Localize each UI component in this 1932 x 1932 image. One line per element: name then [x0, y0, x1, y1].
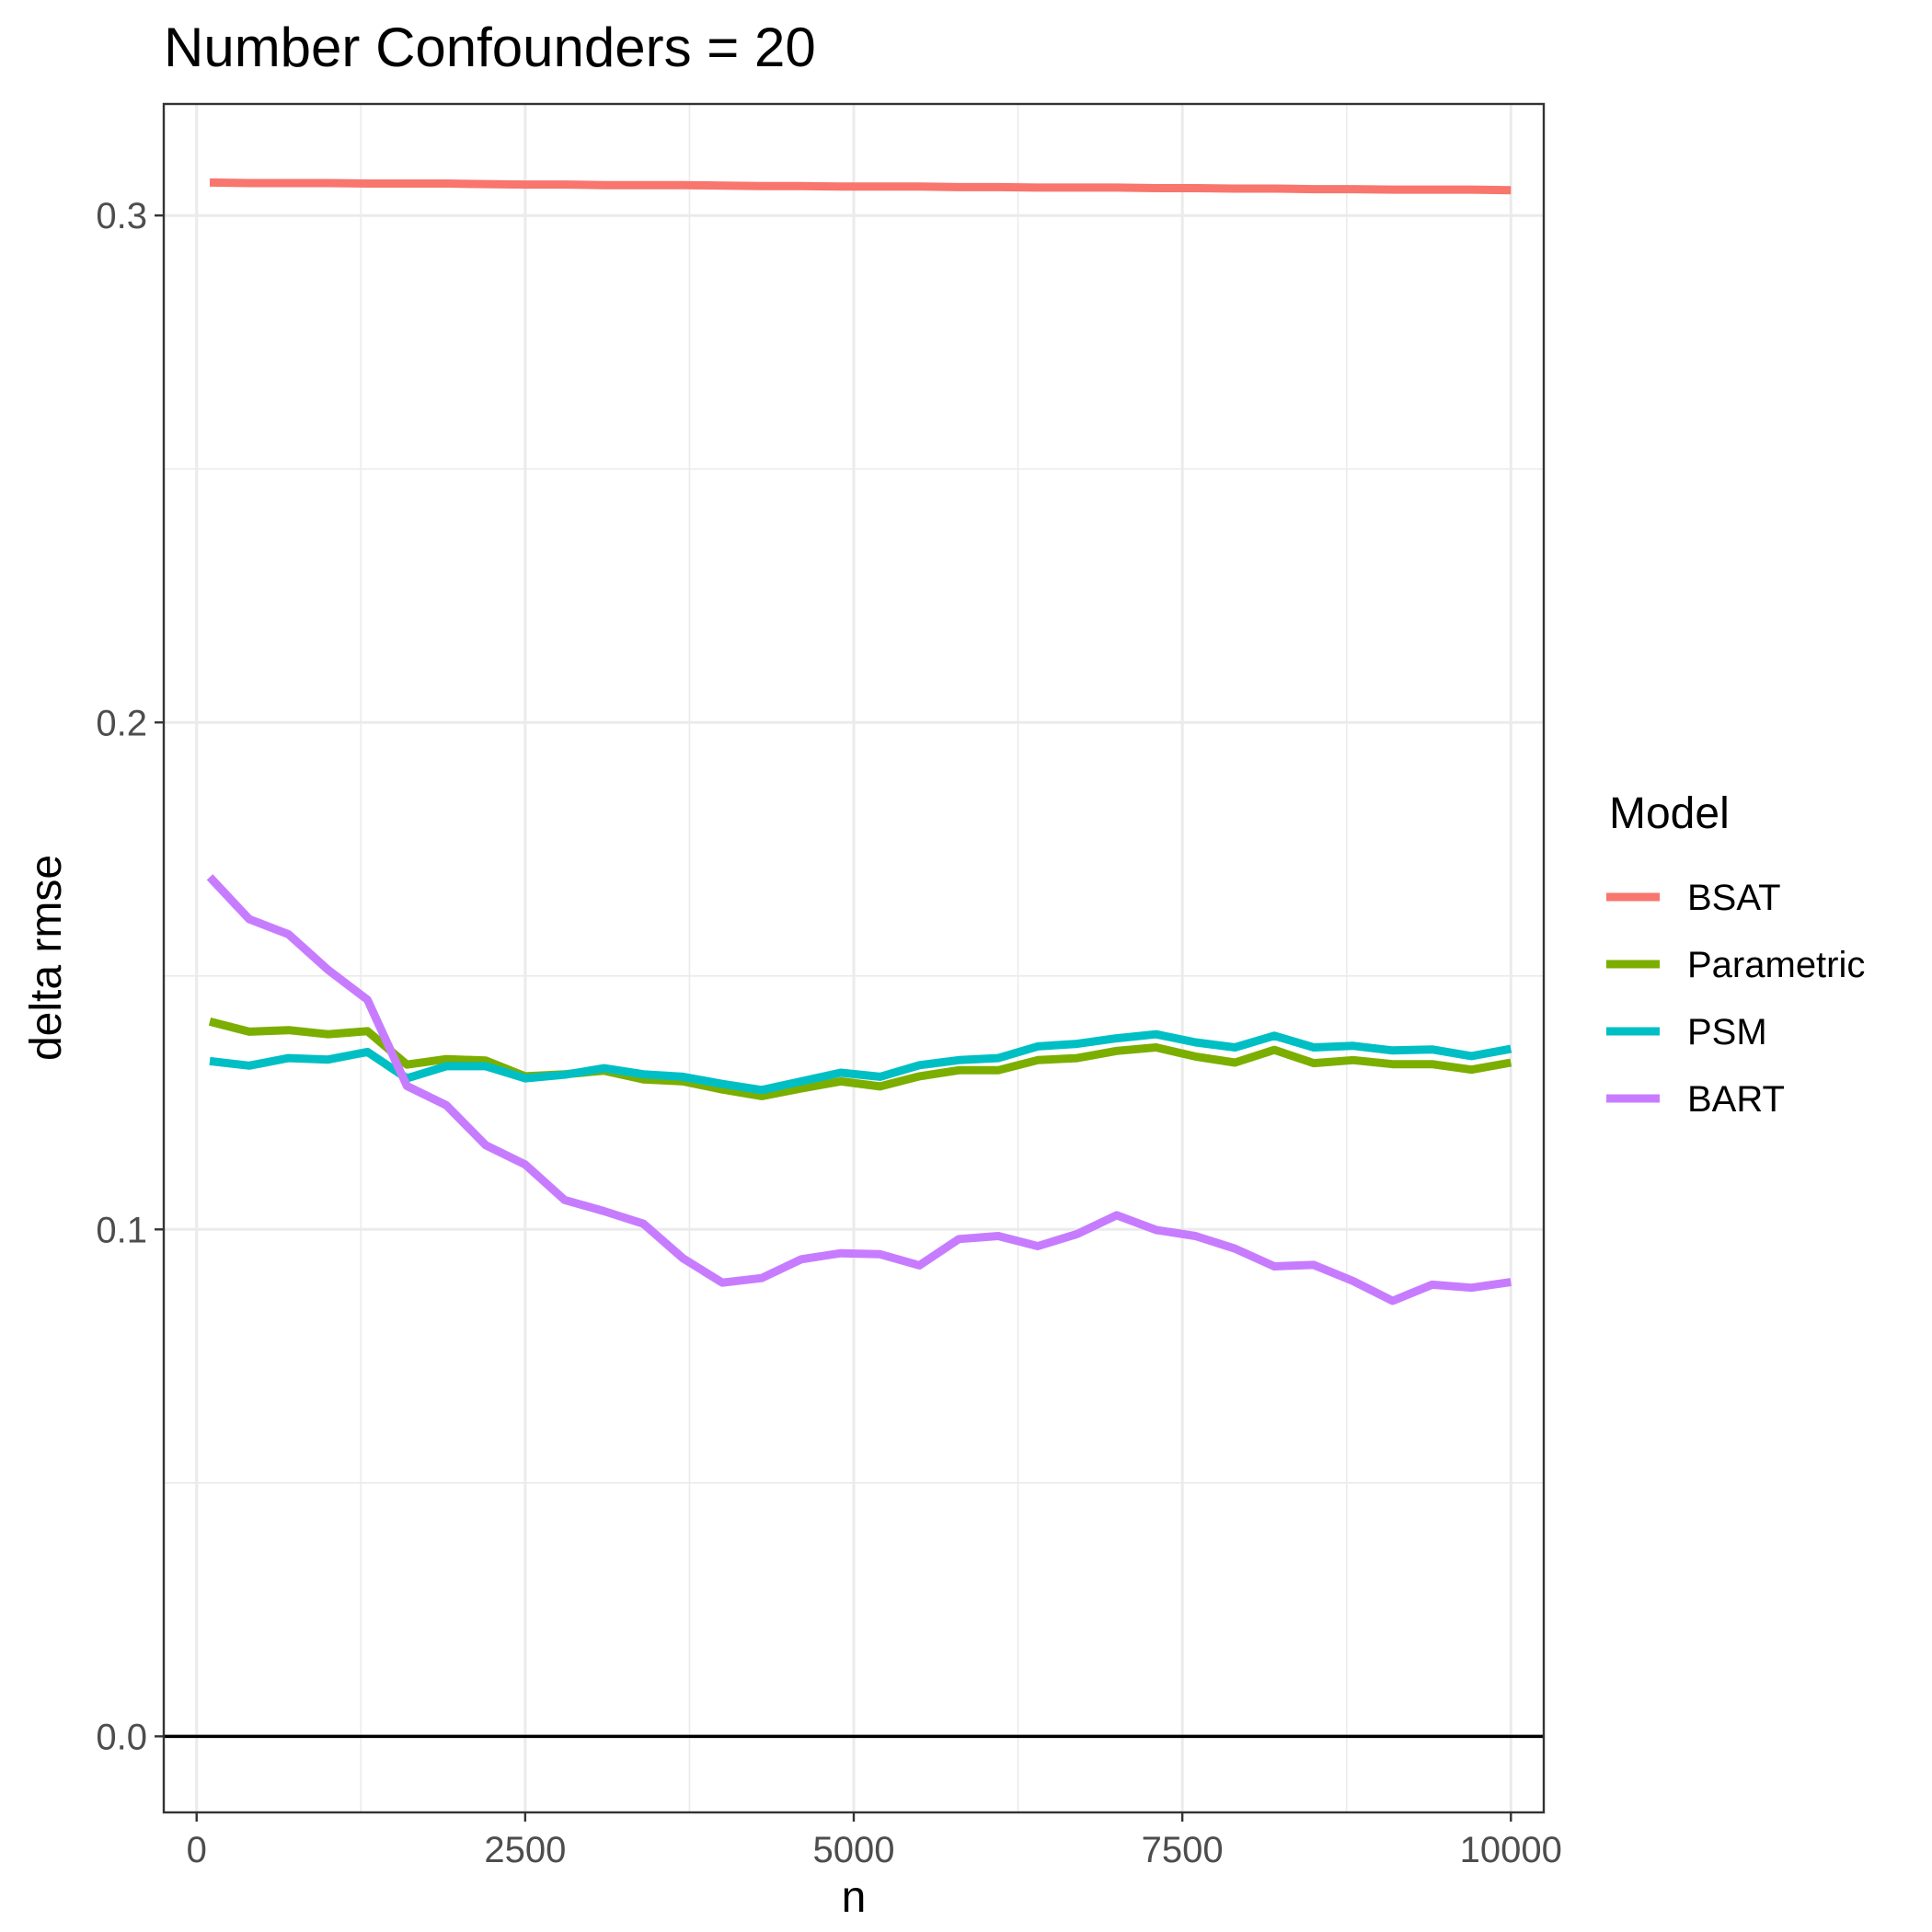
- x-tick-label: 2500: [484, 1830, 566, 1870]
- major-grid: [164, 104, 1544, 1812]
- x-axis: 0 2500 5000 7500 10000: [187, 1812, 1562, 1870]
- y-tick-label: 0.2: [96, 703, 147, 743]
- legend-title: Model: [1609, 789, 1730, 838]
- legend: Model BSAT Parametric PSM BART: [1606, 789, 1865, 1120]
- series-lines: [206, 178, 1512, 1305]
- legend-label-bsat: BSAT: [1687, 878, 1781, 918]
- y-tick-label: 0.0: [96, 1717, 147, 1757]
- x-tick-label: 5000: [813, 1830, 895, 1870]
- x-axis-title: n: [842, 1873, 867, 1922]
- legend-label-parametric: Parametric: [1687, 945, 1865, 985]
- legend-label-bart: BART: [1687, 1079, 1785, 1120]
- y-axis: 0.0 0.1 0.2 0.3: [96, 196, 164, 1757]
- series-line-psm: [209, 1029, 1512, 1095]
- series-line-parametric: [208, 1018, 1512, 1100]
- y-axis-title: delta rmse: [22, 855, 71, 1061]
- series-line-bart: [206, 874, 1512, 1305]
- y-tick-label: 0.3: [96, 196, 147, 236]
- legend-items: BSAT Parametric PSM BART: [1606, 878, 1865, 1120]
- chart-title: Number Confounders = 20: [164, 17, 816, 78]
- x-tick-label: 7500: [1142, 1830, 1224, 1870]
- y-tick-label: 0.1: [96, 1210, 147, 1250]
- series-line-bsat: [209, 178, 1512, 195]
- x-tick-label: 10000: [1460, 1830, 1562, 1870]
- x-tick-label: 0: [187, 1830, 207, 1870]
- legend-label-psm: PSM: [1687, 1012, 1767, 1052]
